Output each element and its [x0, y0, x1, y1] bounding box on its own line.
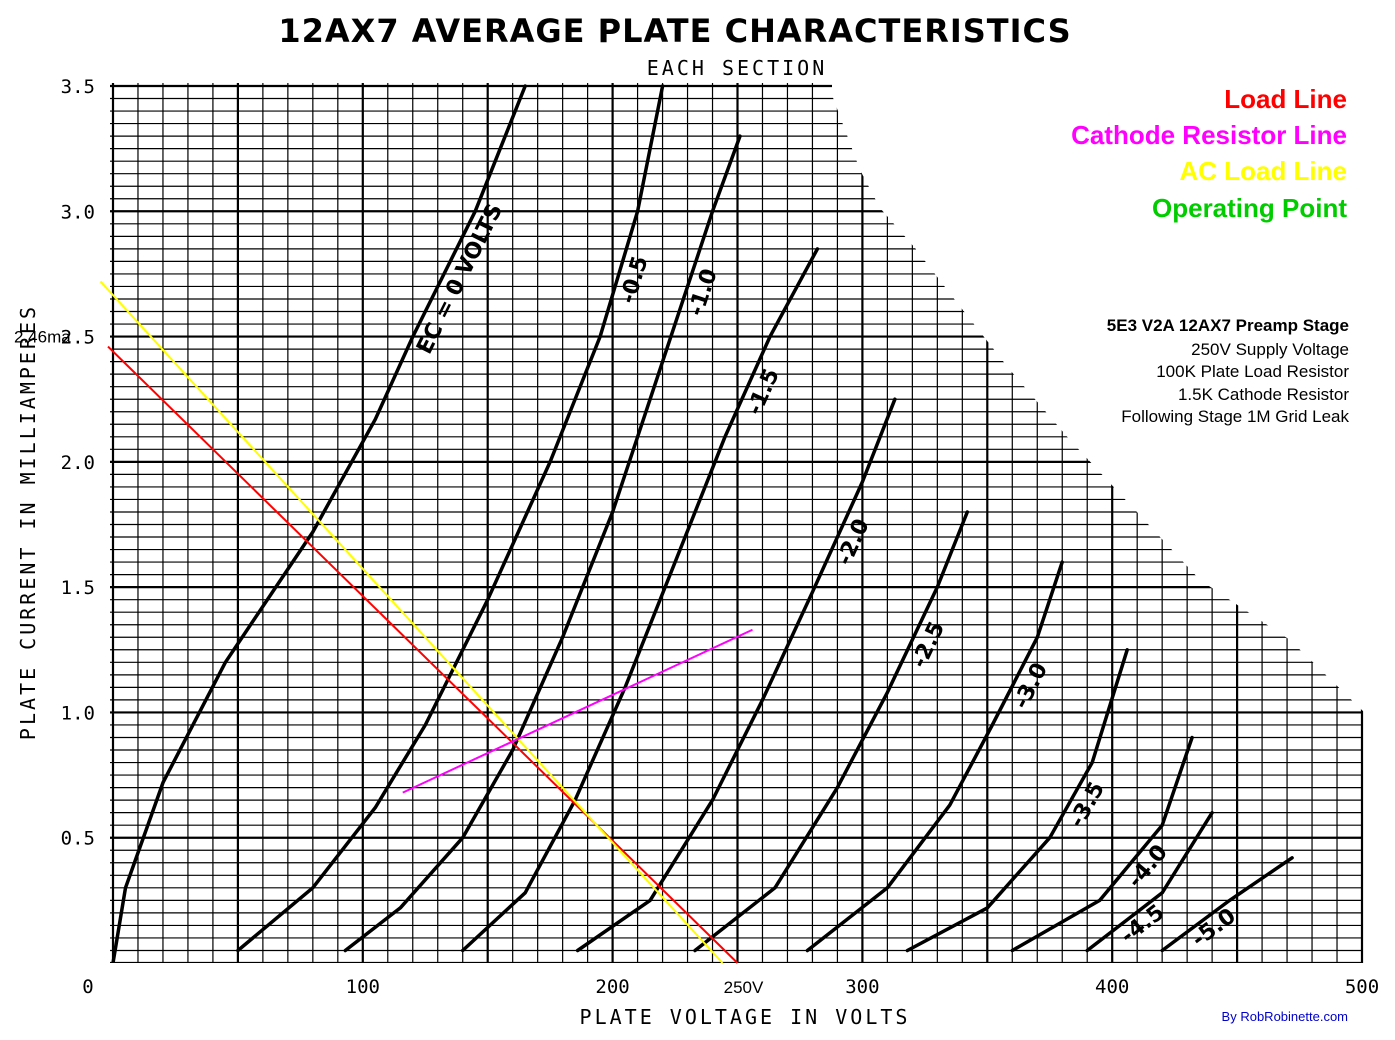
x-tick-label: 0 — [82, 976, 93, 998]
y-tick-label: 2.0 — [61, 452, 95, 474]
overlay-line — [99, 280, 724, 964]
y-tick-label: 3.5 — [61, 76, 95, 98]
info-line: 250V Supply Voltage — [1191, 340, 1349, 359]
x-axis-label: PLATE VOLTAGE IN VOLTS — [580, 1005, 911, 1029]
credit-link[interactable]: By RobRobinette.com — [1222, 1009, 1348, 1024]
curve-label: -3.0 — [1009, 659, 1053, 713]
y-tick-label: 1.0 — [61, 702, 95, 724]
x-tick-label: 500 — [1345, 976, 1379, 998]
overlay-lines: 2.46ma 250V — [14, 280, 764, 997]
legend: Load Line Cathode Resistor Line AC Load … — [1071, 84, 1347, 223]
y-tick-label: 3.0 — [61, 201, 95, 223]
overlay-line — [107, 345, 739, 964]
info-line: 1.5K Cathode Resistor — [1178, 385, 1349, 404]
curve-line — [460, 247, 820, 953]
legend-operating-point: Operating Point — [1152, 193, 1347, 223]
axis-ticks: 0 100 200 300 400 500 0.5 1.0 1.5 2.0 2.5 3.0 3.5 — [61, 76, 1379, 998]
x-tick-label: 300 — [845, 976, 879, 998]
info-box: 5E3 V2A 12AX7 Preamp Stage 250V Supply V… — [1107, 316, 1350, 426]
info-line: Following Stage 1M Grid Leak — [1121, 407, 1349, 426]
curve-line — [1010, 735, 1194, 953]
curve-line — [805, 560, 1064, 953]
curve-line — [1085, 810, 1214, 953]
annotation-label: 250V — [724, 978, 764, 997]
grid-bias-curves — [111, 84, 1294, 963]
grid — [110, 83, 1364, 963]
curve-label: -2.0 — [832, 515, 875, 569]
annotation-label: 2.46ma — [14, 328, 71, 347]
chart-subtitle: EACH SECTION — [647, 56, 828, 80]
legend-cathode-resistor-line: Cathode Resistor Line — [1071, 120, 1347, 150]
curve-line — [343, 134, 742, 953]
curve-line — [1160, 856, 1294, 953]
curve-label: -1.5 — [742, 365, 785, 419]
y-tick-label: 0.5 — [61, 828, 95, 850]
y-tick-label: 2.5 — [61, 327, 95, 349]
curve-labels: EC = 0 VOLTS -0.5 -1.0-1.5-2.0-2.5-3.0-3.5… — [412, 200, 1240, 953]
x-tick-label: 200 — [595, 976, 629, 998]
curve-line — [693, 510, 970, 953]
overlay-line — [402, 628, 753, 794]
curve-line — [111, 84, 527, 963]
chart-title: 12AX7 AVERAGE PLATE CHARACTERISTICS — [278, 12, 1071, 50]
curve-label: -2.5 — [907, 618, 950, 672]
y-tick-label: 1.5 — [61, 577, 95, 599]
curve-line — [575, 397, 897, 953]
curve-line — [236, 84, 665, 953]
x-tick-label: 400 — [1095, 976, 1129, 998]
y-axis-label: PLATE CURRENT IN MILLIAMPERES — [16, 304, 40, 740]
legend-load-line: Load Line — [1224, 84, 1347, 114]
legend-ac-load-line: AC Load Line — [1179, 156, 1347, 186]
x-tick-label: 100 — [346, 976, 380, 998]
curve-label: -3.5 — [1065, 778, 1110, 832]
curve-line — [905, 648, 1129, 953]
info-line: 100K Plate Load Resistor — [1156, 362, 1349, 381]
info-heading: 5E3 V2A 12AX7 Preamp Stage — [1107, 316, 1349, 335]
